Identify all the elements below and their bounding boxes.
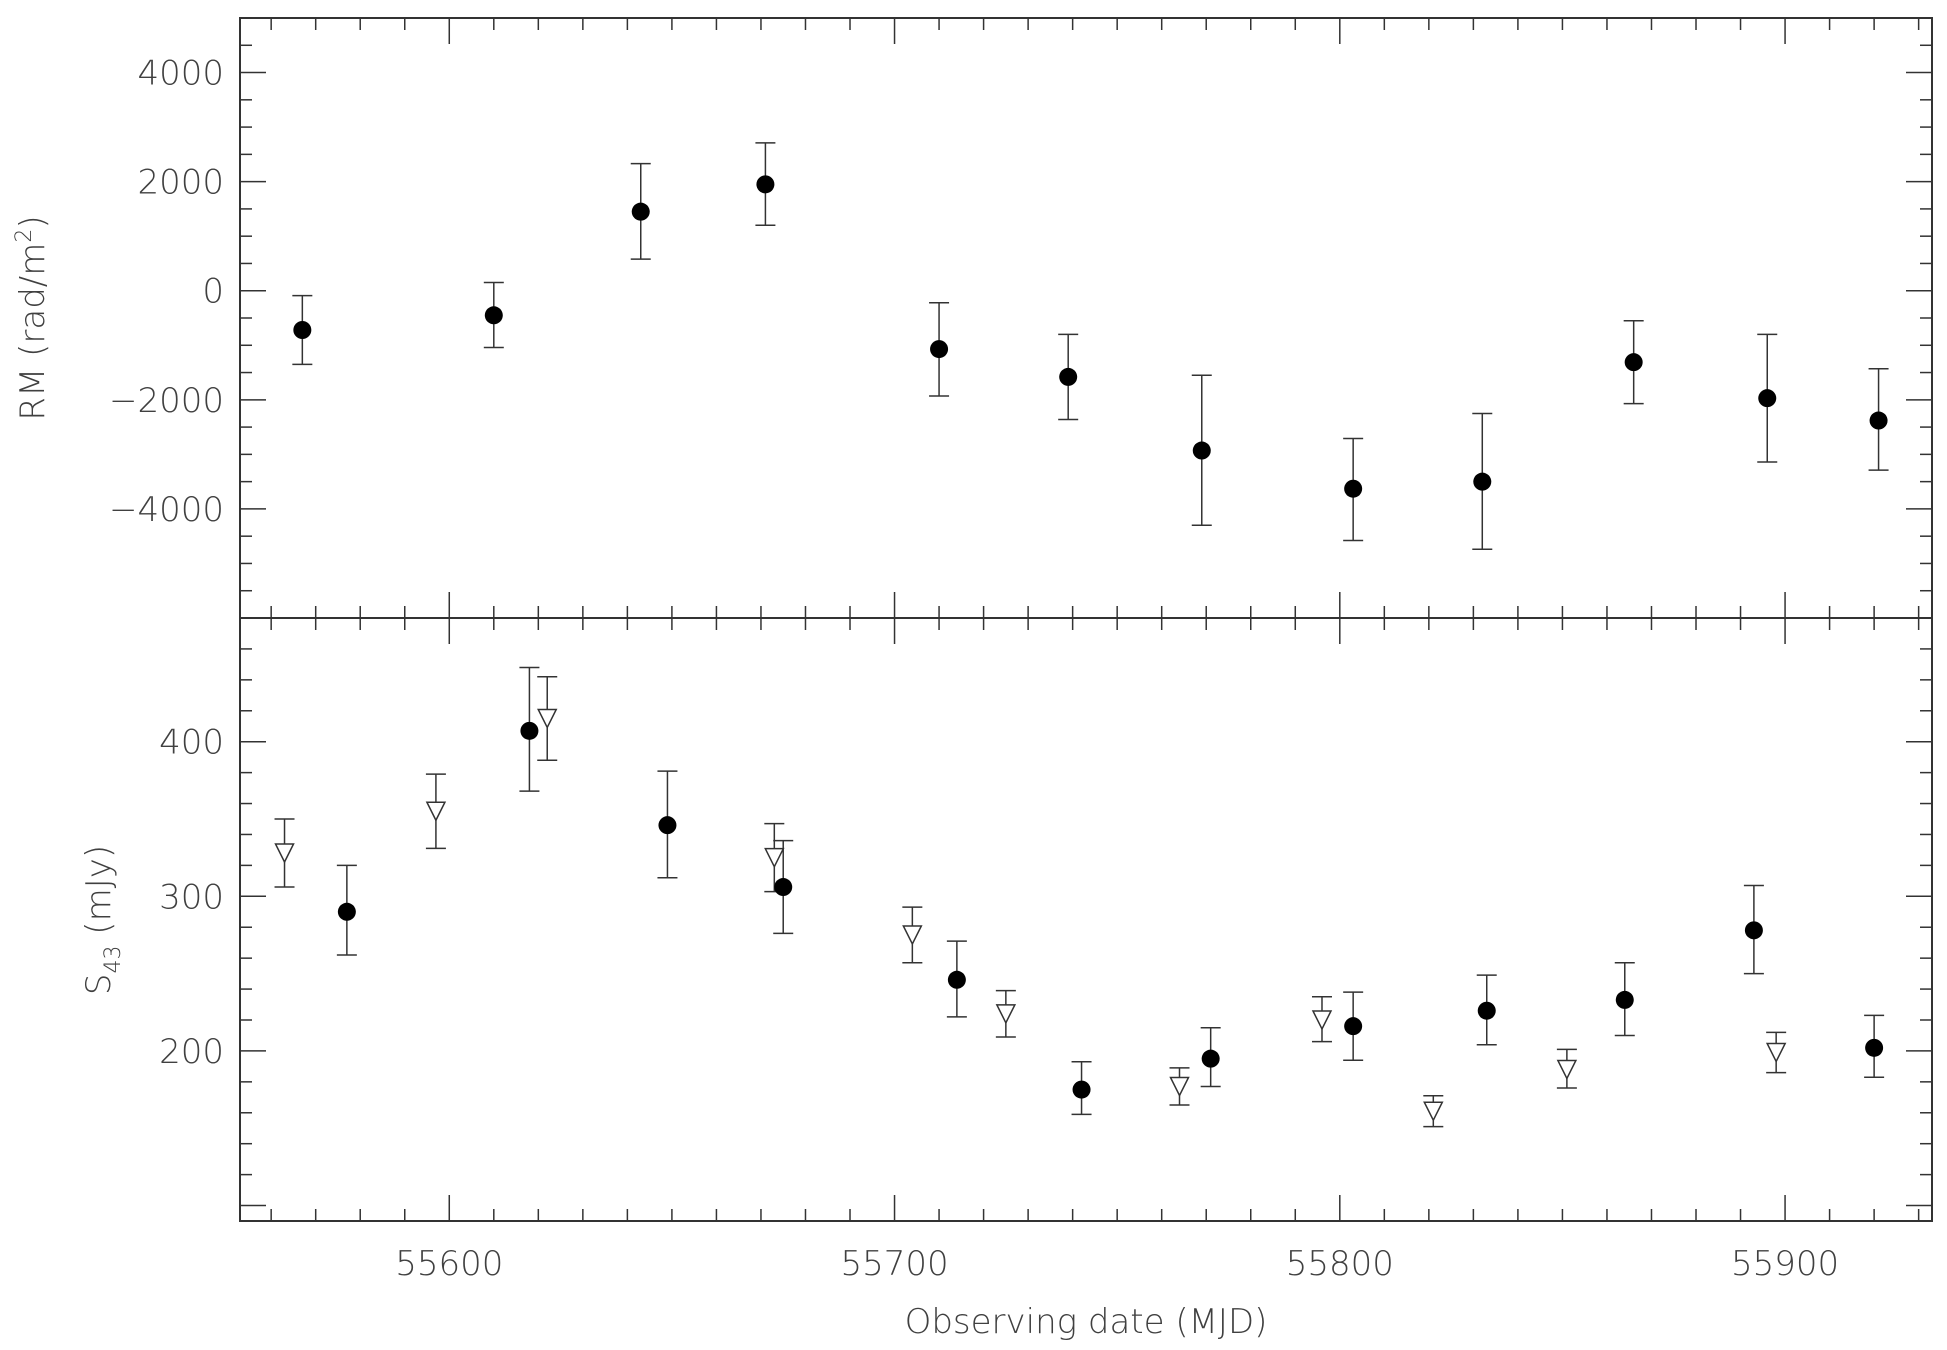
x-tick-labels: 55600 55700 55800 55900	[395, 1244, 1839, 1284]
rm-data-point-circle	[1059, 367, 1078, 386]
rm-data-point-circle	[293, 321, 312, 339]
flux-data-point-circle	[947, 970, 966, 989]
flux-data-point-circle	[1865, 1038, 1884, 1057]
flux-y-tick-label: 200	[159, 1032, 224, 1072]
flux-y-tick-label: 300	[159, 877, 224, 917]
rm-data-point-circle	[484, 306, 503, 325]
rm-y-tick-label: −4000	[109, 490, 224, 530]
flux-data-point-triangle	[1169, 1076, 1190, 1098]
flux-data-point-circle	[1615, 990, 1634, 1009]
flux-data-point-circle	[337, 902, 356, 921]
rm-y-tick-labels: 4000 2000 0 −2000 −4000	[109, 54, 224, 530]
x-tick-label: 55700	[840, 1244, 948, 1284]
rm-data-point-circle	[1758, 389, 1777, 408]
flux-markers	[274, 708, 1884, 1122]
rm-y-tick-label: 0	[202, 272, 224, 312]
flux-panel-frame	[239, 617, 1933, 1222]
flux-data-point-circle	[658, 816, 677, 835]
flux-panel: 400 300 200 55600 55700 55800 55900 S43 (mJy)…	[79, 617, 1933, 1342]
flux-data-point-triangle	[764, 847, 785, 869]
rm-data-point-circle	[1344, 479, 1363, 498]
flux-panel-ticks	[240, 617, 1932, 1221]
rm-y-tick-label: −2000	[109, 381, 224, 421]
rm-y-tick-label: 2000	[137, 163, 224, 203]
flux-data-point-circle	[1072, 1080, 1091, 1099]
x-tick-label: 55600	[395, 1244, 503, 1284]
flux-data-point-circle	[1744, 921, 1763, 940]
rm-data-point-circle	[1624, 353, 1643, 372]
flux-data-point-circle	[1201, 1049, 1220, 1068]
flux-data-point-triangle	[425, 801, 447, 822]
x-tick-label: 55800	[1286, 1244, 1394, 1284]
rm-panel-ticks	[240, 17, 1932, 619]
x-axis-title: Observing date (MJD)	[905, 1302, 1268, 1342]
rm-data-point-circle	[930, 340, 949, 359]
flux-y-tick-label: 400	[159, 723, 224, 763]
rm-data-point-circle	[756, 175, 775, 194]
rm-data-point-circle	[1473, 472, 1492, 491]
rm-markers	[293, 175, 1888, 498]
flux-data-point-triangle	[1311, 1010, 1333, 1031]
flux-errorbars	[274, 666, 1885, 1128]
flux-y-axis-title: S43 (mJy)	[79, 845, 126, 995]
rm-data-point-circle	[1192, 441, 1211, 460]
rm-y-tick-label: 4000	[137, 54, 224, 94]
flux-data-point-triangle	[1556, 1059, 1578, 1081]
x-tick-label: 55900	[1731, 1244, 1839, 1284]
rm-data-point-circle	[1869, 411, 1888, 430]
flux-y-tick-labels: 400 300 200	[159, 723, 224, 1072]
flux-data-point-circle	[1477, 1001, 1496, 1020]
rm-data-point-circle	[631, 202, 650, 221]
rm-y-axis-title: RM (rad/m2)	[12, 215, 53, 420]
flux-data-point-triangle	[537, 708, 558, 730]
flux-data-point-triangle	[1423, 1101, 1444, 1122]
flux-data-point-triangle	[1765, 1042, 1787, 1064]
flux-data-point-circle	[520, 721, 539, 740]
rm-errorbars	[292, 142, 1889, 551]
flux-data-point-triangle	[902, 925, 923, 946]
flux-data-point-triangle	[274, 843, 295, 864]
flux-data-point-circle	[1344, 1017, 1363, 1036]
rm-panel: 4000 2000 0 −2000 −4000 RM (rad/m2)	[12, 17, 1933, 619]
flux-data-point-circle	[774, 878, 793, 897]
flux-data-point-triangle	[995, 1004, 1017, 1025]
